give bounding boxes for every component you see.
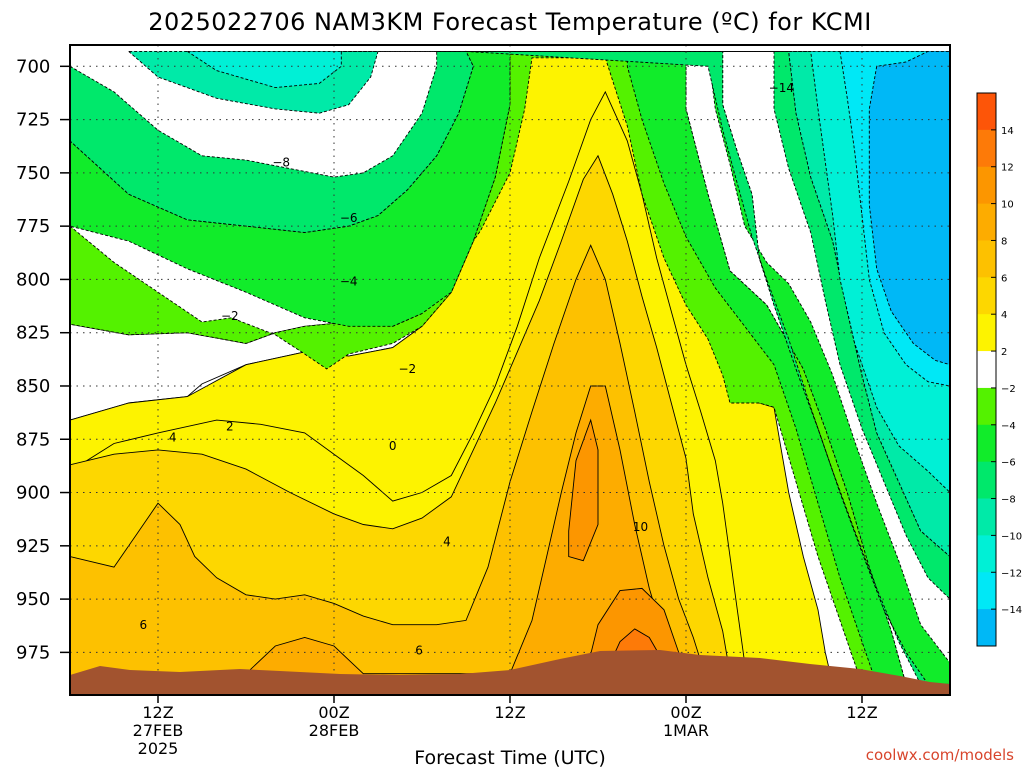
contour-label: 6 bbox=[140, 618, 148, 632]
colorbar-tick-label: 14 bbox=[1001, 126, 1014, 137]
colorbar-tick-label: 6 bbox=[1001, 273, 1007, 284]
colorbar-swatch bbox=[977, 572, 996, 610]
colorbar-tick-label: −2 bbox=[1001, 384, 1016, 395]
colorbar-swatch bbox=[977, 240, 996, 278]
colorbar-swatch bbox=[977, 277, 996, 315]
terrain-surface bbox=[70, 650, 950, 695]
contour-label: 10 bbox=[633, 520, 648, 534]
colorbar-swatch bbox=[977, 424, 996, 463]
x-tick-label: 00Z bbox=[670, 703, 701, 722]
x-tick-label: 27FEB bbox=[133, 721, 184, 740]
temperature-bands bbox=[70, 50, 950, 685]
y-tick-label: 750 bbox=[16, 163, 50, 184]
colorbar-swatch bbox=[977, 387, 996, 426]
colorbar: 14 12 10 8 6 4 2 −2 −4 −6 −8 −10 −12 −14 bbox=[976, 92, 1022, 647]
x-tick-label: 12Z bbox=[142, 703, 173, 722]
colorbar-tick-label: 4 bbox=[1001, 310, 1007, 321]
x-tick-label: 2025 bbox=[138, 739, 179, 758]
colorbar-tick-label: −4 bbox=[1001, 421, 1016, 432]
contour-label: 4 bbox=[443, 535, 451, 549]
colorbar-frame bbox=[976, 92, 997, 647]
colorbar-tick-label: −12 bbox=[1001, 568, 1022, 579]
colorbar-swatch bbox=[977, 129, 996, 168]
y-tick-label: 775 bbox=[16, 216, 50, 237]
contour-labels: −14 −8 −6 −4 −2 −2 0 2 4 4 6 6 10 bbox=[140, 81, 794, 658]
y-tick-label: 900 bbox=[16, 483, 50, 504]
colorbar-tick-label: 2 bbox=[1001, 347, 1007, 358]
colorbar-swatch bbox=[977, 314, 996, 352]
colorbar-tick-label: −14 bbox=[1001, 605, 1022, 616]
credit-text: coolwx.com/models bbox=[866, 746, 1014, 764]
contour-label: −8 bbox=[272, 155, 290, 169]
x-tick-label: 28FEB bbox=[309, 721, 360, 740]
colorbar-tick-label: 8 bbox=[1001, 236, 1007, 247]
grid-lines bbox=[70, 45, 950, 695]
y-axis-ticks: 700 725 750 775 800 825 850 875 900 925 950 975 bbox=[16, 56, 70, 663]
contour-label: 4 bbox=[169, 430, 177, 444]
x-axis-label: Forecast Time (UTC) bbox=[414, 747, 605, 768]
contour-label: −6 bbox=[340, 211, 358, 225]
y-tick-label: 875 bbox=[16, 429, 50, 450]
contour-label: 0 bbox=[389, 439, 397, 453]
y-tick-label: 850 bbox=[16, 376, 50, 397]
x-tick-label: 12Z bbox=[494, 703, 525, 722]
band-11 bbox=[70, 50, 950, 685]
contour-label: −2 bbox=[398, 362, 416, 376]
x-tick-label: 1MAR bbox=[663, 721, 709, 740]
chart-title: 2025022706 NAM3KM Forecast Temperature (… bbox=[148, 8, 872, 36]
colorbar-tick-label: −10 bbox=[1001, 531, 1022, 542]
contour-label: 2 bbox=[226, 420, 234, 434]
colorbar-swatch bbox=[977, 609, 996, 647]
band-6 bbox=[568, 418, 599, 562]
y-tick-label: 725 bbox=[16, 110, 50, 131]
y-tick-label: 975 bbox=[16, 642, 50, 663]
colorbar-tick-label: 12 bbox=[1001, 163, 1014, 174]
y-tick-label: 700 bbox=[16, 56, 50, 77]
band-15 bbox=[868, 50, 950, 366]
x-tick-label: 12Z bbox=[846, 703, 877, 722]
y-tick-label: 800 bbox=[16, 269, 50, 290]
y-tick-label: 825 bbox=[16, 323, 50, 344]
colorbar-tick-label: −8 bbox=[1001, 495, 1016, 506]
contour-label: −14 bbox=[769, 81, 794, 95]
colorbar-swatch bbox=[977, 535, 996, 573]
y-tick-label: 950 bbox=[16, 589, 50, 610]
colorbar-swatch bbox=[977, 93, 996, 131]
colorbar-tick-label: −6 bbox=[1001, 458, 1016, 469]
colorbar-swatch bbox=[977, 498, 996, 536]
colorbar-swatch bbox=[977, 351, 996, 389]
x-tick-label: 00Z bbox=[318, 703, 349, 722]
contour-label: 6 bbox=[415, 643, 423, 657]
contour-label: −2 bbox=[221, 309, 239, 323]
colorbar-swatch bbox=[977, 203, 996, 241]
colorbar-swatch bbox=[977, 166, 996, 205]
colorbar-swatch bbox=[977, 461, 996, 500]
contour-label: −4 bbox=[340, 275, 358, 289]
plot-area bbox=[70, 45, 950, 695]
y-tick-label: 925 bbox=[16, 536, 50, 557]
colorbar-tick-label: 10 bbox=[1001, 200, 1014, 211]
